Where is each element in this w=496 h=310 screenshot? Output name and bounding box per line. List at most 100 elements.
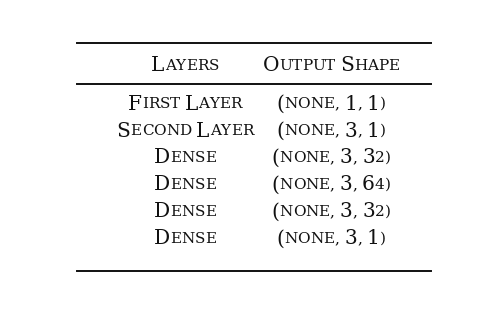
Text: ,: , <box>330 178 335 192</box>
Text: A: A <box>198 97 209 111</box>
Text: N: N <box>279 178 293 192</box>
Text: A: A <box>165 59 176 73</box>
Text: L: L <box>196 122 210 140</box>
Text: 6: 6 <box>362 175 375 194</box>
Text: ): ) <box>380 97 386 111</box>
Text: 1: 1 <box>367 95 380 113</box>
Text: ): ) <box>380 124 386 138</box>
Text: R: R <box>242 124 253 138</box>
Text: H: H <box>354 59 367 73</box>
Text: L: L <box>151 56 165 75</box>
Text: E: E <box>205 178 216 192</box>
Text: O: O <box>262 56 279 75</box>
Text: P: P <box>302 59 312 73</box>
Text: E: E <box>170 232 181 246</box>
Text: (: ( <box>276 229 284 248</box>
Text: R: R <box>197 59 208 73</box>
Text: U: U <box>279 59 292 73</box>
Text: E: E <box>205 232 216 246</box>
Text: ,: , <box>330 205 335 219</box>
Text: (: ( <box>272 148 280 167</box>
Text: 3: 3 <box>340 148 352 167</box>
Text: N: N <box>181 205 194 219</box>
Text: D: D <box>154 175 170 194</box>
Text: E: E <box>323 124 335 138</box>
Text: 3: 3 <box>362 148 375 167</box>
Text: ,: , <box>357 97 362 111</box>
Text: O: O <box>298 232 310 246</box>
Text: ,: , <box>352 205 357 219</box>
Text: N: N <box>166 124 179 138</box>
Text: E: E <box>231 124 242 138</box>
Text: T: T <box>292 59 302 73</box>
Text: ,: , <box>334 97 339 111</box>
Text: E: E <box>323 97 334 111</box>
Text: N: N <box>284 97 298 111</box>
Text: S: S <box>194 232 205 246</box>
Text: R: R <box>148 97 160 111</box>
Text: 2: 2 <box>375 151 384 165</box>
Text: N: N <box>310 124 323 138</box>
Text: ): ) <box>384 178 390 192</box>
Text: N: N <box>306 205 318 219</box>
Text: 3: 3 <box>339 175 352 194</box>
Text: N: N <box>310 97 323 111</box>
Text: D: D <box>154 202 170 221</box>
Text: N: N <box>181 178 194 192</box>
Text: 1: 1 <box>344 95 357 113</box>
Text: ): ) <box>380 232 386 246</box>
Text: F: F <box>128 95 142 113</box>
Text: N: N <box>181 151 194 165</box>
Text: O: O <box>153 124 166 138</box>
Text: E: E <box>170 151 181 165</box>
Text: N: N <box>284 124 298 138</box>
Text: O: O <box>298 124 310 138</box>
Text: S: S <box>194 205 205 219</box>
Text: S: S <box>194 178 205 192</box>
Text: T: T <box>325 59 335 73</box>
Text: 3: 3 <box>362 202 375 221</box>
Text: S: S <box>160 97 170 111</box>
Text: I: I <box>142 97 148 111</box>
Text: E: E <box>318 151 330 165</box>
Text: (: ( <box>272 202 280 221</box>
Text: U: U <box>312 59 325 73</box>
Text: ,: , <box>357 124 362 138</box>
Text: E: E <box>318 205 330 219</box>
Text: E: E <box>205 151 216 165</box>
Text: ,: , <box>352 178 357 192</box>
Text: N: N <box>284 232 298 246</box>
Text: S: S <box>340 56 354 75</box>
Text: E: E <box>219 97 231 111</box>
Text: 3: 3 <box>344 229 357 248</box>
Text: 2: 2 <box>375 205 384 219</box>
Text: N: N <box>306 151 318 165</box>
Text: E: E <box>318 178 330 192</box>
Text: N: N <box>280 205 293 219</box>
Text: ,: , <box>357 232 362 246</box>
Text: C: C <box>142 124 153 138</box>
Text: S: S <box>208 59 219 73</box>
Text: O: O <box>293 178 306 192</box>
Text: ,: , <box>330 151 335 165</box>
Text: A: A <box>367 59 378 73</box>
Text: Y: Y <box>221 124 231 138</box>
Text: E: E <box>388 59 400 73</box>
Text: ): ) <box>384 151 390 165</box>
Text: (: ( <box>272 175 279 194</box>
Text: (: ( <box>276 122 284 140</box>
Text: Y: Y <box>176 59 186 73</box>
Text: N: N <box>181 232 194 246</box>
Text: L: L <box>185 95 198 113</box>
Text: N: N <box>306 178 318 192</box>
Text: E: E <box>130 124 142 138</box>
Text: N: N <box>310 232 323 246</box>
Text: 3: 3 <box>344 122 357 140</box>
Text: ,: , <box>335 124 339 138</box>
Text: E: E <box>323 232 335 246</box>
Text: E: E <box>186 59 197 73</box>
Text: O: O <box>298 97 310 111</box>
Text: 1: 1 <box>367 229 380 248</box>
Text: E: E <box>170 205 181 219</box>
Text: P: P <box>378 59 388 73</box>
